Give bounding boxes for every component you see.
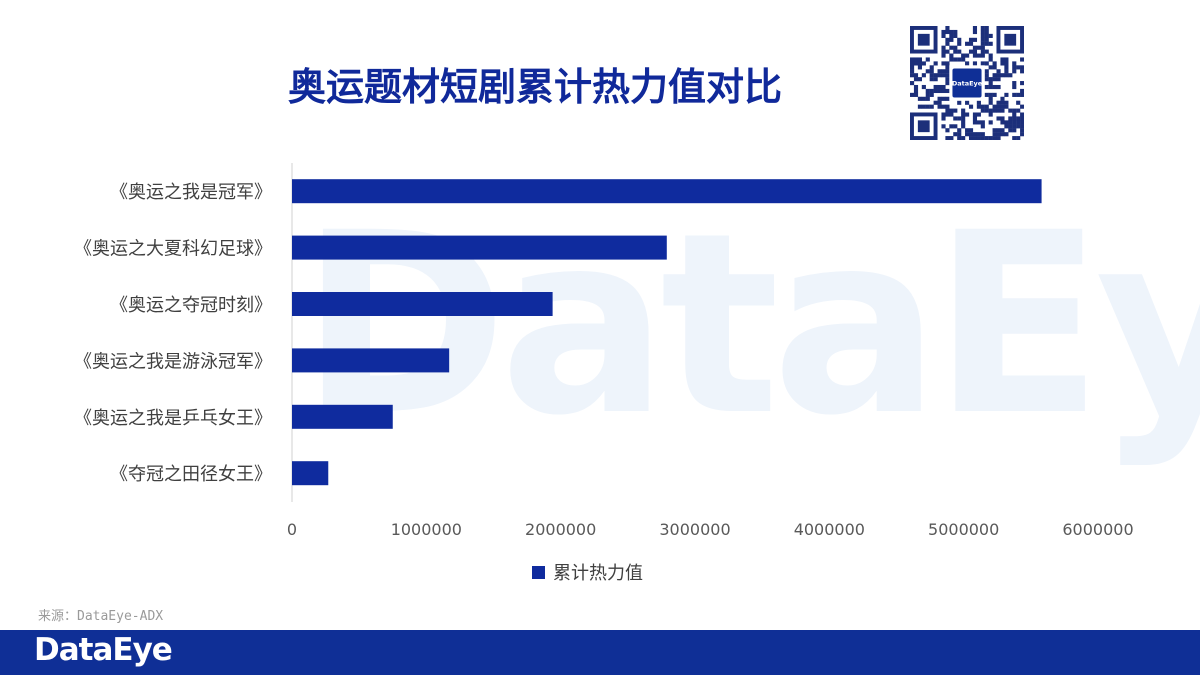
footer-logo: DataEye (34, 632, 173, 668)
footer-bar: DataEye (0, 630, 1200, 675)
bar (292, 404, 393, 429)
bar (292, 348, 450, 373)
x-tick-label: 1000000 (391, 520, 462, 539)
x-tick-label: 2000000 (525, 520, 596, 539)
bar (292, 461, 329, 486)
qr-center-logo (952, 68, 982, 98)
legend-swatch (532, 566, 545, 579)
x-tick-label: 4000000 (794, 520, 865, 539)
category-label: 《奥运之我是乒乓女王》 (74, 408, 272, 429)
bar (292, 292, 553, 316)
bar-chart: 《奥运之我是冠军》《奥运之大夏科幻足球》《奥运之夺冠时刻》《奥运之我是游泳冠军》… (74, 163, 1134, 584)
category-label: 《奥运之大夏科幻足球》 (74, 239, 272, 260)
qr-center-text: DataEye (952, 80, 983, 88)
x-tick-label: 6000000 (1062, 520, 1133, 539)
x-tick-label: 0 (287, 520, 297, 539)
category-label: 《奥运之我是冠军》 (110, 182, 272, 203)
x-tick-label: 5000000 (928, 520, 999, 539)
bar (292, 235, 667, 260)
category-label: 《奥运之我是游泳冠军》 (74, 351, 272, 372)
category-label: 《夺冠之田径女王》 (110, 464, 272, 485)
qr-code: DataEye (910, 26, 1024, 140)
page-title: 奥运题材短剧累计热力值对比 (287, 65, 782, 109)
legend-label: 累计热力值 (553, 563, 643, 584)
source-note: 来源：DataEye-ADX (38, 609, 164, 624)
bar (292, 179, 1042, 204)
category-label: 《奥运之夺冠时刻》 (110, 295, 272, 316)
x-tick-label: 3000000 (659, 520, 730, 539)
